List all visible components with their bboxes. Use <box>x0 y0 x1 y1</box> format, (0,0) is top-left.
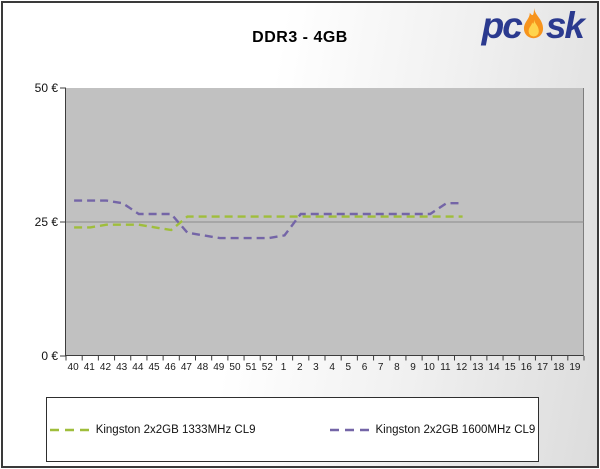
y-axis-tick-50: 50 € <box>34 81 58 95</box>
x-tick-label: 50 <box>229 362 241 373</box>
legend-label: Kingston 2x2GB 1600MHz CL9 <box>375 423 536 436</box>
x-tick-label: 13 <box>472 362 484 373</box>
x-tick-label: 52 <box>261 362 273 373</box>
legend-label: Kingston 2x2GB 1333MHz CL9 <box>95 423 256 436</box>
x-axis-labels: 40 41 42 43 44 45 46 47 48 49 50 51 52 1 2 3 4 5 6 7 8 9 10 11 1… <box>65 362 583 373</box>
x-tick-label: 11 <box>440 362 451 373</box>
legend-line-sample <box>49 428 94 431</box>
x-tick-label: 1 <box>280 362 287 373</box>
logo-text-left: pc <box>481 5 523 46</box>
y-axis-tick-25: 25 € <box>34 215 58 229</box>
plot-svg <box>60 87 585 361</box>
x-tick-label: 48 <box>197 362 209 373</box>
series-line-1 <box>74 199 463 240</box>
x-tick-label: 44 <box>132 362 144 373</box>
y-axis-tick-0: 0 € <box>41 349 58 363</box>
x-tick-label: 18 <box>553 362 565 373</box>
x-tick-label: 17 <box>536 362 549 373</box>
x-tick-label: 15 <box>504 362 516 373</box>
x-tick-label: 9 <box>410 362 416 373</box>
x-tick-label: 12 <box>456 362 468 373</box>
x-tick-label: 47 <box>180 362 192 373</box>
x-tick-label: 6 <box>361 362 368 373</box>
x-tick-label: 4 <box>329 362 335 373</box>
legend-item: Kingston 2x2GB 1333MHz CL9 <box>49 423 256 436</box>
legend-item: Kingston 2x2GB 1600MHz CL9 <box>329 423 536 436</box>
x-tick-label: 14 <box>488 362 500 373</box>
series-line-0 <box>74 215 463 232</box>
x-tick-label: 2 <box>296 362 303 373</box>
x-tick-label: 8 <box>394 362 400 373</box>
x-tick-label: 16 <box>520 362 532 373</box>
logo-text-right: sk <box>545 5 585 46</box>
legend-line-sample <box>329 428 374 431</box>
legend-box: Kingston 2x2GB 1333MHz CL9 Kingston 2x2GB… <box>46 397 539 462</box>
pcosk-logo: pc sk <box>481 5 585 46</box>
x-tick-label: 7 <box>377 362 384 373</box>
x-tick-label: 5 <box>345 362 352 373</box>
x-tick-label: 45 <box>148 362 160 373</box>
x-tick-label: 10 <box>423 362 435 373</box>
x-tick-label: 51 <box>245 362 257 373</box>
x-tick-label: 3 <box>313 362 319 373</box>
chart-title: DDR3 - 4GB <box>252 29 348 46</box>
x-tick-label: 40 <box>67 362 79 373</box>
flame-icon <box>523 7 543 38</box>
plot-area <box>60 87 585 361</box>
x-tick-label: 41 <box>83 362 95 373</box>
x-tick-label: 49 <box>213 362 225 373</box>
x-tick-label: 42 <box>99 362 112 373</box>
x-tick-label: 43 <box>116 362 128 373</box>
x-tick-label: 19 <box>569 362 581 373</box>
x-tick-label: 46 <box>164 362 176 373</box>
